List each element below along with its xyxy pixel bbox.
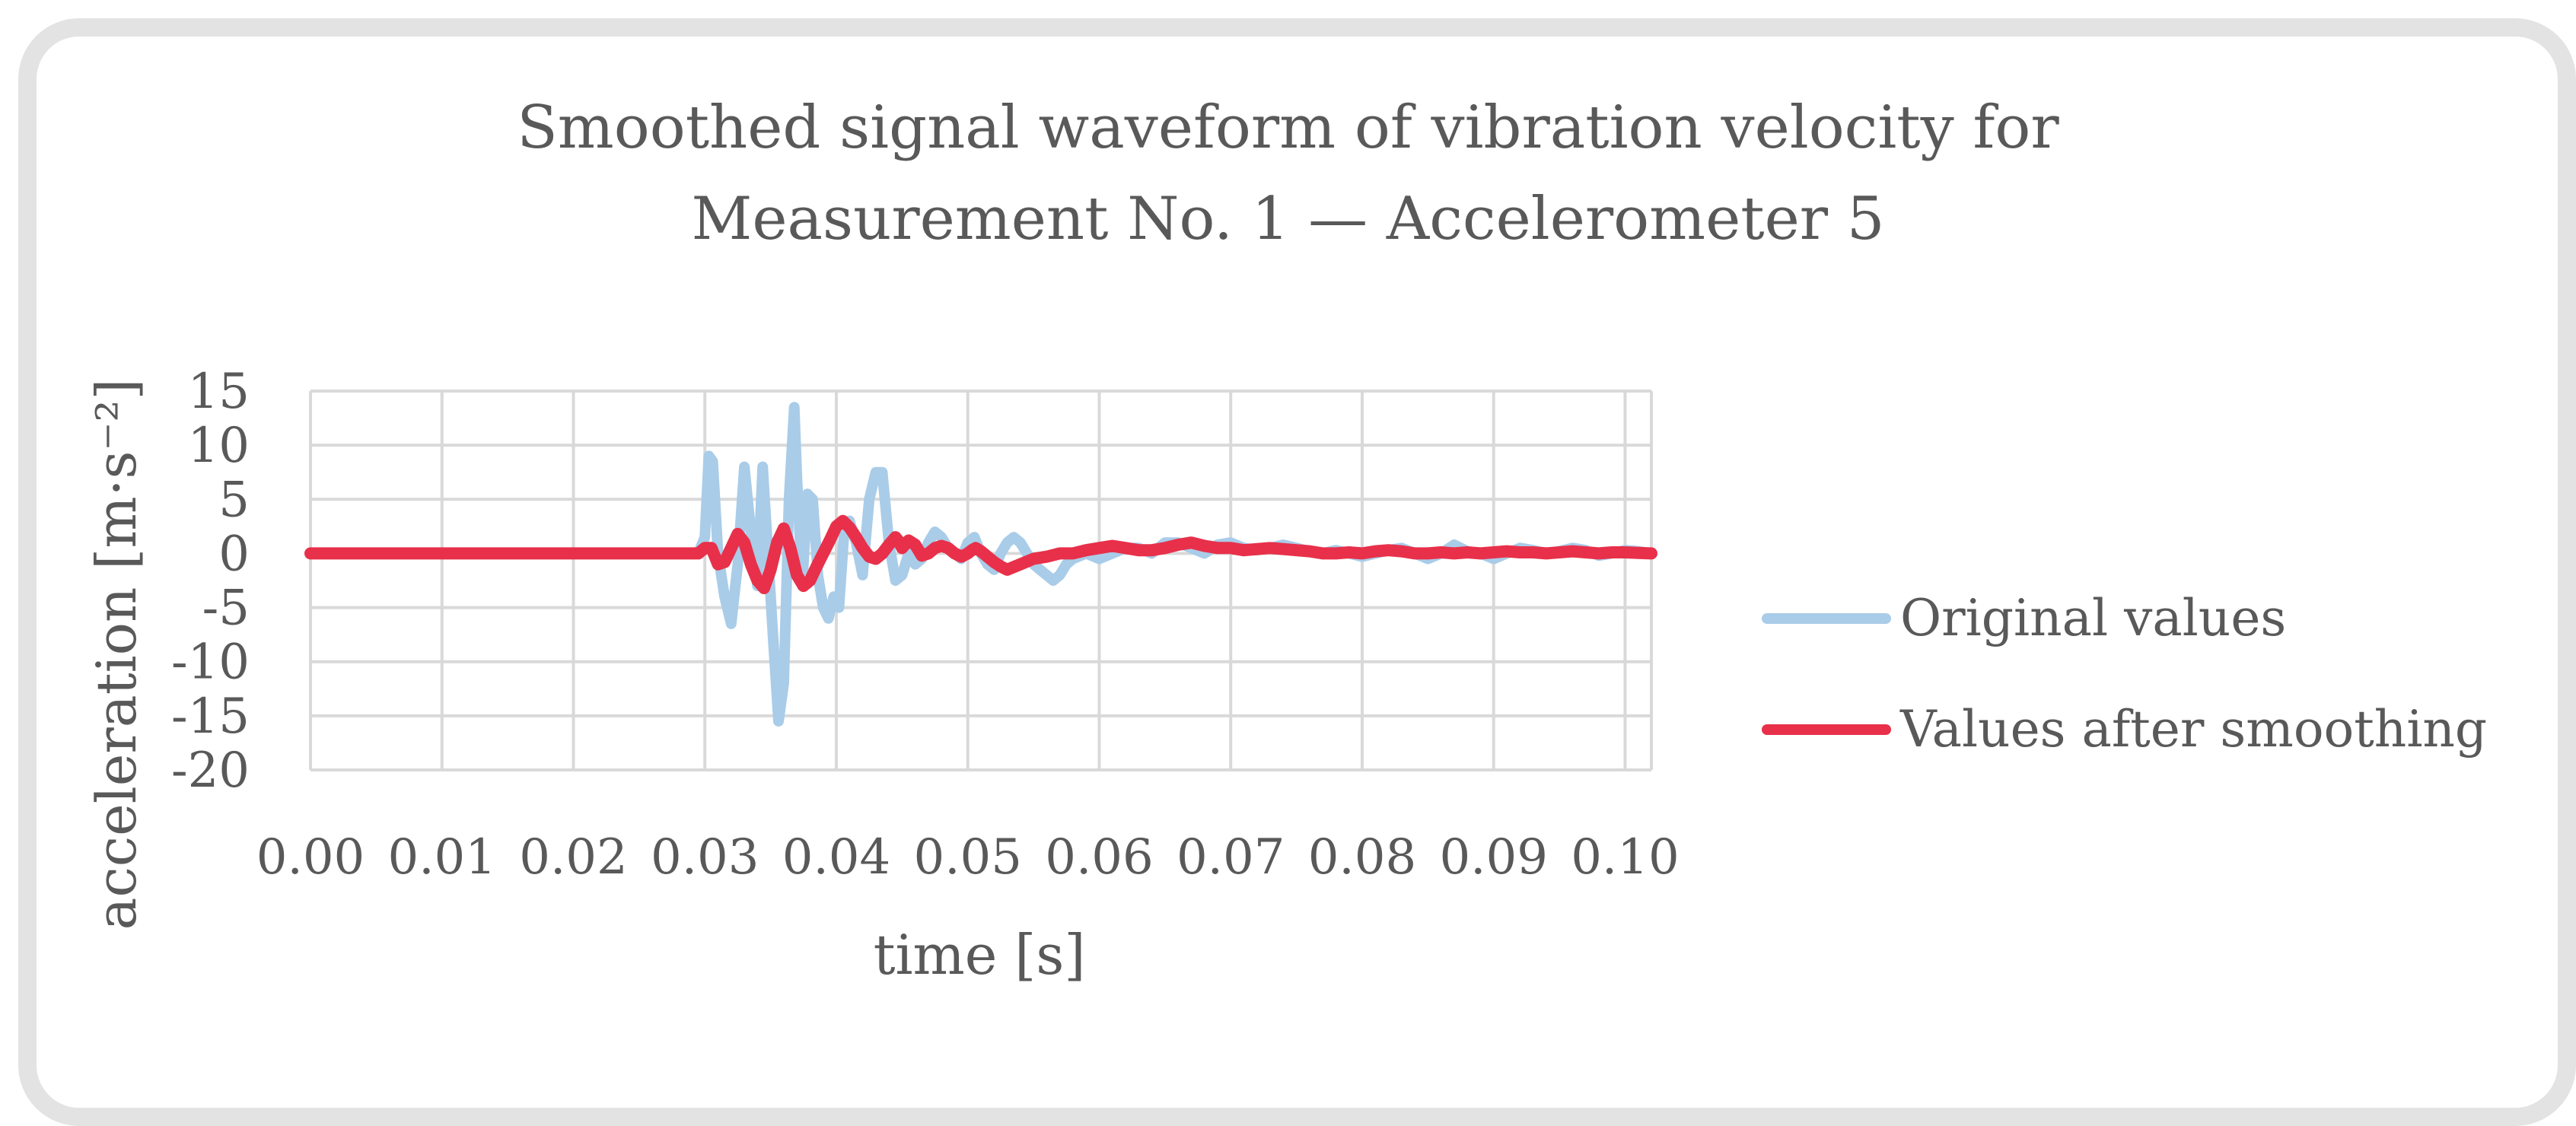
x-tick-label: 0.05 [913,829,1022,886]
series-lines [304,402,1657,727]
y-tick-label: 0 [218,526,250,582]
x-tick-label: 0.04 [782,829,891,886]
x-tick-label: 0.02 [519,829,628,886]
chart-title: Smoothed signal waveform of vibration ve… [0,82,2576,265]
y-tick-label: -20 [171,743,250,799]
y-tick-label: 5 [218,472,250,528]
y-tick-label: -15 [171,689,250,745]
y-tick-label: 10 [188,418,250,474]
x-tick-labels: 0.00 0.01 0.02 0.03 0.04 0.05 0.06 0.07 0.08 0.09… [256,829,1680,886]
x-tick-label: 0.00 [256,829,365,886]
y-axis-label: acceleration [m·s⁻²] [84,379,148,930]
chart-title-line-2: Measurement No. 1 — Accelerometer 5 [691,185,1885,253]
legend-label-original: Original values [1900,589,2287,647]
legend-swatch-smoothed [1762,724,1891,735]
legend-swatch-original [1762,613,1891,624]
x-tick-label: 0.01 [387,829,496,886]
x-axis-label: time [s] [874,923,1086,987]
chart-frame [18,18,2576,1126]
x-tick-label: 0.06 [1045,829,1154,886]
grid [309,390,1653,771]
x-tick-label: 0.09 [1439,829,1548,886]
x-tick-label: 0.03 [651,829,759,886]
x-tick-label: 0.10 [1571,829,1680,886]
series-line-original-values [305,402,1657,727]
y-tick-label: -10 [171,635,250,691]
y-tick-label: -5 [202,580,250,637]
series-line-smoothed-values [304,514,1657,594]
y-tick-label: 15 [188,364,250,420]
x-tick-label: 0.07 [1177,829,1285,886]
x-tick-label: 0.08 [1308,829,1417,886]
chart-title-line-1: Smoothed signal waveform of vibration ve… [517,94,2059,162]
legend-label-smoothed: Values after smoothing [1900,700,2488,759]
